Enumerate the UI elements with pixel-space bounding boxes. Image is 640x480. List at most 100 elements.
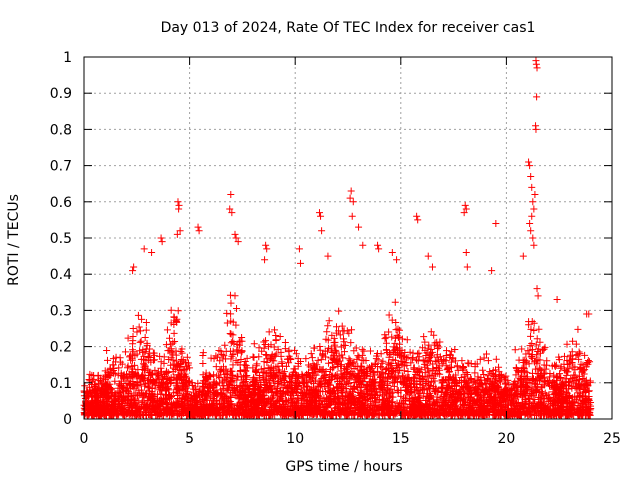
data-point [225,408,233,416]
data-point [514,399,522,407]
data-point [208,383,216,391]
data-point [519,252,527,260]
data-point [463,263,471,271]
data-point [575,348,583,356]
data-point [148,248,156,256]
data-points [80,57,595,419]
data-point [160,359,168,367]
data-point [363,372,371,380]
data-point [572,351,580,359]
data-point [233,304,241,312]
data-point [519,404,527,412]
data-point [243,354,251,362]
data-point [222,404,230,412]
data-point [528,384,536,392]
data-point [518,345,526,353]
data-point [385,328,393,336]
data-point [360,402,368,410]
data-point [284,382,292,390]
data-point [501,378,509,386]
data-point [557,363,565,371]
data-point [392,375,400,383]
data-point [270,392,278,400]
data-point [414,369,422,377]
data-point [116,381,124,389]
data-point [145,371,153,379]
data-point [262,375,270,383]
data-point [438,360,446,368]
data-point [438,379,446,387]
data-point [383,349,391,357]
data-point [408,388,416,396]
data-point [543,391,551,399]
data-point [171,338,179,346]
data-point [323,403,331,411]
data-point [450,376,458,384]
data-point [235,410,243,418]
data-point [174,410,182,418]
data-point [148,384,156,392]
data-point [511,346,519,354]
data-point [266,369,274,377]
data-point [395,326,403,334]
data-point [351,400,359,408]
data-point [587,398,595,406]
data-point [165,395,173,403]
data-point [451,345,459,353]
data-point [310,344,318,352]
data-point [324,322,332,330]
data-point [423,358,431,366]
data-point [358,351,366,359]
data-point [435,343,443,351]
data-point [212,380,220,388]
data-point [213,405,221,413]
data-point [169,339,177,347]
data-point [551,361,559,369]
data-point [221,399,229,407]
data-point [382,339,390,347]
data-point [525,398,533,406]
data-point [536,349,544,357]
data-point [222,386,230,394]
data-point [222,376,230,384]
data-point [307,350,315,358]
data-point [321,372,329,380]
data-point [359,241,367,249]
data-point [157,234,165,242]
data-point [181,358,189,366]
data-point [553,296,561,304]
data-point [560,352,568,360]
data-point [341,369,349,377]
data-point [375,395,383,403]
data-point [356,373,364,381]
data-point [291,384,299,392]
data-point [482,350,490,358]
data-point [260,344,268,352]
data-point [281,338,289,346]
data-point [399,357,407,365]
data-point [374,403,382,411]
data-point [270,357,278,365]
data-point [183,365,191,373]
data-point [121,348,129,356]
data-point [495,368,503,376]
data-point [467,375,475,383]
data-point [484,357,492,365]
data-point [584,360,592,368]
data-point [457,378,465,386]
data-point [332,404,340,412]
data-point [367,394,375,402]
data-point [453,363,461,371]
data-point [118,360,126,368]
data-point [459,366,467,374]
data-point [454,391,462,399]
data-point [138,373,146,381]
data-point [349,198,357,206]
data-point [276,332,284,340]
data-point [533,351,541,359]
data-point [512,410,520,418]
data-point [100,410,108,418]
data-point [216,366,224,374]
data-point [322,367,330,375]
data-point [489,372,497,380]
